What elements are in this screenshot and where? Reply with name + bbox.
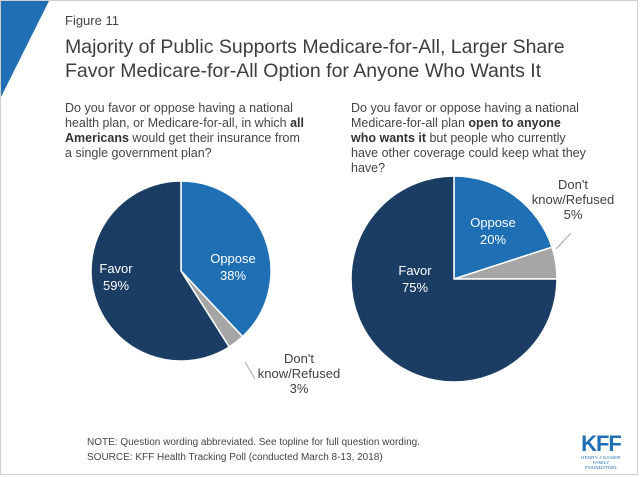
question-right-bold: open to anyone who wants it — [351, 116, 561, 145]
question-left-text-2: would get their insurance from a single … — [65, 131, 300, 160]
pie-left-favor-label: Favor — [99, 261, 133, 276]
title-line-1: Majority of Public Supports Medicare-for… — [65, 36, 565, 58]
question-right-text-2: but people who currently have other cove… — [351, 131, 586, 175]
pie-left-slice-favor — [90, 180, 231, 362]
title-line-2: Favor Medicare-for-All Option for Anyone… — [65, 60, 542, 82]
pie-left-favor-value: 59% — [103, 278, 129, 293]
pie-left-oppose-value: 38% — [220, 268, 246, 283]
kff-logo: KFF HENRY J KAISER FAMILY FOUNDATION — [579, 431, 623, 471]
pie-right-slice-favor — [350, 175, 558, 383]
question-left-text-1: Do you favor or oppose having a national… — [65, 101, 293, 130]
pie-right-dontknow-value: 5% — [564, 207, 583, 222]
question-left-bold: all Americans — [65, 116, 305, 145]
pie-left-dontknow-leader — [244, 361, 256, 380]
source-text: SOURCE: KFF Health Tracking Poll (conduc… — [87, 452, 383, 463]
pie-right-dontknow-label-1: Don't — [558, 177, 588, 192]
pie-right-oppose-value: 20% — [480, 232, 506, 247]
pie-right-slice-oppose — [453, 175, 553, 281]
pie-left-slice-oppose — [180, 180, 272, 338]
pie-left-dontknow-value: 3% — [290, 381, 309, 396]
pie-left-dontknow-label-2: know/Refused — [258, 366, 340, 381]
logo-main: KFF — [581, 431, 622, 456]
figure-label: Figure 11 — [65, 13, 119, 28]
note-text: NOTE: Question wording abbreviated. See … — [87, 437, 420, 448]
corner-accent — [1, 1, 49, 97]
pie-right-favor-value: 75% — [402, 280, 428, 295]
logo-sub-2: FAMILY FOUNDATION — [585, 460, 617, 470]
question-left: Do you favor or oppose having a national… — [65, 101, 310, 161]
logo-sub-1: HENRY J KAISER — [581, 455, 621, 460]
pie-right-favor-label: Favor — [398, 263, 432, 278]
pie-left-oppose-label: Oppose — [210, 251, 256, 266]
pie-right-oppose-label: Oppose — [470, 215, 516, 230]
pie-right-dontknow-label-2: know/Refused — [532, 192, 614, 207]
pie-right-dontknow-leader — [555, 232, 572, 250]
question-right-text-1: Do you favor or oppose having a national… — [351, 101, 579, 130]
chart-title: Majority of Public Supports Medicare-for… — [65, 35, 625, 83]
pie-left-dontknow-label-1: Don't — [284, 351, 314, 366]
question-right: Do you favor or oppose having a national… — [351, 101, 586, 176]
